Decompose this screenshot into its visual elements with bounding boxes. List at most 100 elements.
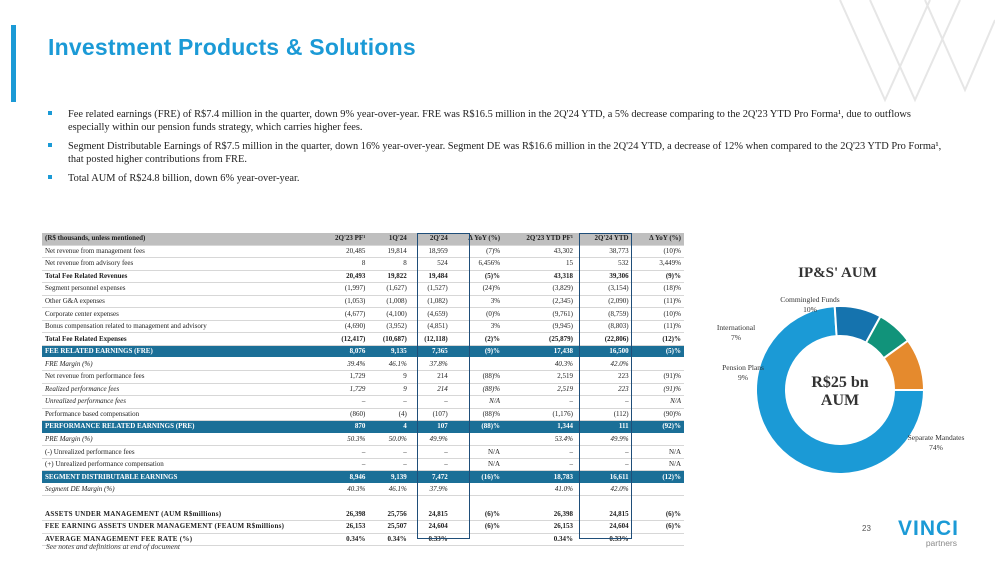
table-cell: – [503, 395, 576, 409]
table-cell: – [575, 395, 632, 409]
table-cell: (9)% [450, 345, 504, 359]
table-cell: (25,879) [503, 332, 576, 346]
table-cell: 524 [409, 257, 451, 271]
table-cell: (92)% [631, 420, 684, 434]
table-cell: (3,952) [368, 320, 410, 334]
table-cell: 20,493 [318, 270, 369, 284]
logo-wordmark: VINCI [898, 517, 960, 540]
table-cell: N/A [631, 445, 684, 459]
table-header-cell: (R$ thousands, unless mentioned) [42, 233, 318, 246]
table-subtotal-row: FEE RELATED EARNINGS (FRE) 8,076 9,135 7,36… [42, 345, 684, 359]
table-cell: 50.0% [368, 433, 410, 447]
vinci-partners-logo: VINCI partners [898, 518, 959, 548]
table-cell: (88)% [450, 370, 504, 384]
table-cell: 42.0% [575, 483, 632, 497]
donut-slice-name-label: International [717, 323, 755, 332]
table-cell: (9,945) [503, 320, 576, 334]
donut-center-label: AUM [821, 392, 859, 409]
table-cell: (10)% [631, 245, 684, 259]
donut-slice-name-label: Commingled Funds [780, 295, 839, 304]
table-cell [631, 433, 684, 447]
table-row-label: Net revenue from management fees [42, 245, 318, 259]
table-cell: (11)% [631, 295, 684, 309]
table-cell: (1,176) [503, 408, 576, 422]
table-row-label: FEE EARNING ASSETS UNDER MANAGEMENT (FEA… [42, 520, 318, 534]
table-cell: (6)% [450, 508, 504, 522]
table-cell [450, 533, 504, 547]
table-row-label [42, 496, 318, 509]
table-cell: (2,345) [503, 295, 576, 309]
table-row-label: (+) Unrealized performance compensation [42, 458, 318, 472]
table-cell: 26,398 [318, 508, 369, 522]
table-cell: 20,485 [318, 245, 369, 259]
table-header-cell: 2Q'23 YTD PF¹ [503, 233, 576, 246]
bullet-square-icon [48, 175, 52, 179]
table-cell: 9 [368, 383, 410, 397]
table-cell: (5)% [450, 270, 504, 284]
table-cell: (1,053) [318, 295, 369, 309]
page-number: 23 [862, 524, 871, 533]
table-row-label: (-) Unrealized performance fees [42, 445, 318, 459]
table-row: Net revenue from advisory fees 8 8 524 6,456… [42, 257, 684, 271]
bullet-square-icon [48, 143, 52, 147]
table-cell [410, 496, 451, 509]
table-row: Segment DE Margin (%) 40.3% 46.1% 37.9% 41.0… [42, 483, 684, 497]
table-cell: – [575, 458, 632, 472]
table-row: Segment personnel expenses (1,997) (1,627)… [42, 282, 684, 296]
table-cell: 53.4% [503, 433, 576, 447]
table-cell: (10,687) [368, 332, 410, 346]
table-cell: N/A [631, 458, 684, 472]
footnote: See notes and definitions at end of docu… [46, 542, 180, 551]
table-cell: (9)% [631, 270, 684, 284]
table-cell: 3,449% [631, 257, 684, 271]
table-row-label: ASSETS UNDER MANAGEMENT (AUM R$millions) [42, 508, 318, 522]
table-cell: 6,456% [450, 257, 504, 271]
table-cell: 24,604 [575, 520, 632, 534]
table-cell: (91)% [631, 370, 684, 384]
table-cell: 2,519 [503, 370, 576, 384]
table-cell: (12)% [631, 470, 684, 484]
table-cell: (7)% [450, 245, 504, 259]
table-cell: 49.9% [575, 433, 632, 447]
table-cell [450, 357, 504, 371]
table-cell: 24,815 [575, 508, 632, 522]
table-cell: 214 [409, 370, 451, 384]
table-header-cell: Δ YoY (%) [631, 233, 684, 246]
table-cell: (6)% [450, 520, 504, 534]
table-cell: 43,302 [503, 245, 576, 259]
donut-slice-separate-mandates [755, 305, 926, 475]
table-cell: 3% [450, 320, 504, 334]
page-title: Investment Products & Solutions [48, 34, 416, 60]
table-cell: (4,100) [368, 307, 410, 321]
table-cell: 19,814 [368, 245, 410, 259]
table-row-label: Net revenue from performance fees [42, 370, 318, 384]
table-row-label: FEE RELATED EARNINGS (FRE) [42, 345, 318, 359]
financial-table: (R$ thousands, unless mentioned) 2Q'23 P… [42, 233, 684, 547]
table-row [42, 496, 684, 509]
table-cell: (5)% [631, 345, 684, 359]
table-row: ASSETS UNDER MANAGEMENT (AUM R$millions)… [42, 508, 684, 522]
table-header-cell: 2Q'23 PF¹ [318, 233, 369, 246]
table-cell: 41.0% [503, 483, 576, 497]
table-cell: (12,417) [318, 332, 369, 346]
table-cell: – [409, 445, 451, 459]
bullet-text: Fee related earnings (FRE) of R$7.4 mill… [68, 109, 911, 133]
table-cell: – [318, 445, 369, 459]
table-cell [450, 483, 504, 497]
bullet-item-segment-de: Segment Distributable Earnings of R$7.5 … [46, 140, 946, 166]
bullet-text: Segment Distributable Earnings of R$7.5 … [68, 141, 942, 165]
table-row-label: Total Fee Related Expenses [42, 332, 318, 346]
table-cell: (1,008) [368, 295, 410, 309]
table-row-label: Net revenue from advisory fees [42, 257, 318, 271]
table-cell: 40.3% [503, 357, 576, 371]
table-row-label: FRE Margin (%) [42, 357, 318, 371]
table-cell [450, 433, 504, 447]
table-cell: 111 [575, 420, 632, 434]
table-row-label: PERFORMANCE RELATED EARNINGS (PRE) [42, 420, 318, 434]
table-cell: (4,677) [318, 307, 369, 321]
table-row-label: Corporate center expenses [42, 307, 318, 321]
table-cell: 15 [503, 257, 576, 271]
table-cell: 223 [575, 383, 632, 397]
table-cell: 8,076 [318, 345, 369, 359]
table-cell: – [368, 395, 410, 409]
